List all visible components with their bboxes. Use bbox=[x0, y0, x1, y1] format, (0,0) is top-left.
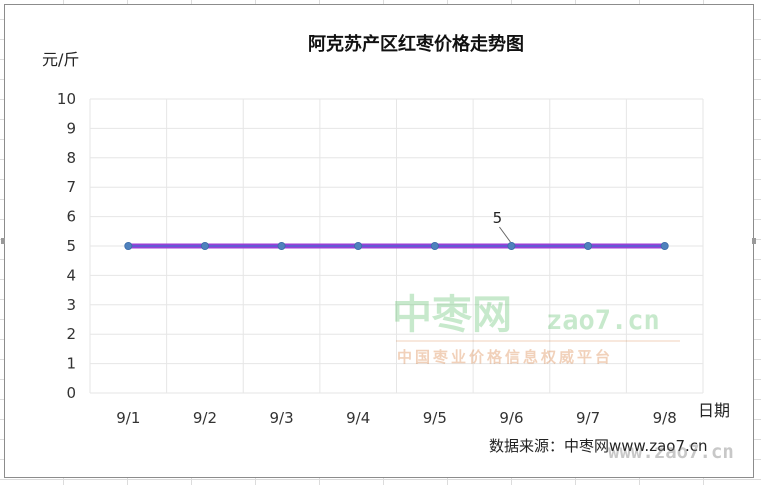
x-tick-label: 9/6 bbox=[499, 409, 523, 427]
data-source-note: 数据来源：中枣网www.zao7.cn bbox=[489, 437, 708, 455]
y-tick-label: 9 bbox=[66, 119, 76, 137]
y-tick-label: 7 bbox=[66, 178, 76, 196]
y-axis-ticks: 0 1 2 3 4 5 6 7 8 9 10 bbox=[57, 90, 76, 402]
data-point bbox=[354, 241, 363, 250]
watermark-url: zao7.cn bbox=[546, 305, 660, 336]
y-tick-label: 8 bbox=[66, 149, 76, 167]
data-label-leader bbox=[499, 226, 511, 243]
x-tick-label: 9/3 bbox=[269, 409, 293, 427]
data-point bbox=[584, 241, 593, 250]
resize-handle-right[interactable] bbox=[752, 238, 756, 244]
watermark-brand: 中枣网 bbox=[392, 292, 512, 338]
data-point bbox=[277, 241, 286, 250]
x-tick-label: 9/1 bbox=[116, 409, 140, 427]
y-tick-label: 6 bbox=[66, 208, 76, 226]
data-point bbox=[507, 241, 516, 250]
chart-title: 阿克苏产区红枣价格走势图 bbox=[308, 33, 524, 55]
series-layer bbox=[124, 241, 669, 250]
y-axis-unit-label: 元/斤 bbox=[42, 50, 79, 69]
y-tick-label: 1 bbox=[66, 355, 76, 373]
watermark-corner: www.zao7.cn bbox=[608, 441, 734, 463]
y-tick-label: 3 bbox=[66, 296, 76, 314]
data-point bbox=[200, 241, 209, 250]
x-tick-label: 9/5 bbox=[423, 409, 447, 427]
data-label: 5 bbox=[493, 209, 503, 227]
x-tick-label: 9/8 bbox=[653, 409, 677, 427]
y-tick-label: 2 bbox=[66, 325, 76, 343]
x-axis-ticks: 9/1 9/2 9/3 9/4 9/5 9/6 9/7 9/8 bbox=[116, 409, 677, 427]
resize-handle-left[interactable] bbox=[1, 238, 5, 244]
data-point bbox=[660, 241, 669, 250]
y-tick-label: 5 bbox=[66, 237, 76, 255]
y-tick-label: 0 bbox=[66, 384, 76, 402]
x-tick-label: 9/7 bbox=[576, 409, 600, 427]
x-tick-label: 9/2 bbox=[193, 409, 217, 427]
data-label-layer: 5 bbox=[493, 209, 511, 243]
chart-frame[interactable] bbox=[4, 4, 754, 478]
y-tick-label: 10 bbox=[57, 90, 76, 108]
data-point bbox=[430, 241, 439, 250]
watermark: 中枣网 zao7.cn 中国枣业价格信息权威平台 bbox=[392, 292, 680, 366]
data-point bbox=[124, 241, 133, 250]
y-tick-label: 4 bbox=[66, 266, 76, 284]
watermark-slogan: 中国枣业价格信息权威平台 bbox=[397, 348, 613, 366]
x-tick-label: 9/4 bbox=[346, 409, 370, 427]
x-axis-label: 日期 bbox=[698, 401, 730, 420]
